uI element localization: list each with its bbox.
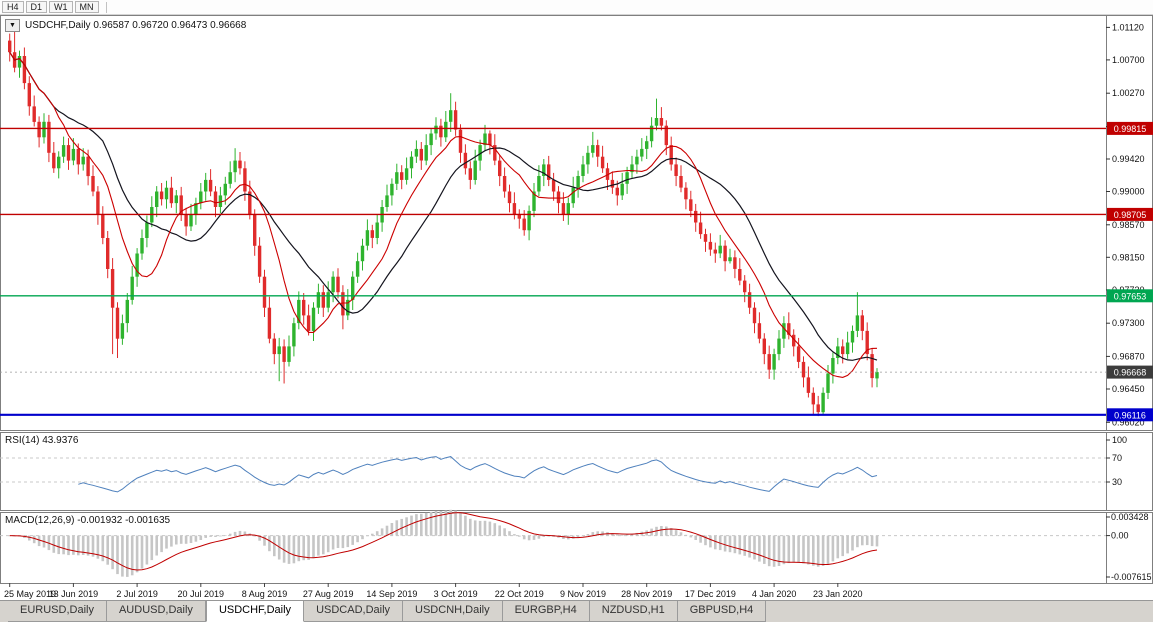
tab-nzdusd-h1[interactable]: NZDUSD,H1 — [589, 601, 678, 622]
price-chart-canvas[interactable]: 1.011201.007001.002700.998400.994200.990… — [0, 15, 1153, 600]
svg-text:0.97653: 0.97653 — [1114, 291, 1147, 301]
date-axis-label: 23 Jan 2020 — [813, 589, 863, 599]
price-axis-label: 0.98570 — [1112, 220, 1145, 230]
timeframe-d1-button[interactable]: D1 — [25, 1, 48, 13]
tab-usdchf-daily[interactable]: USDCHF,Daily — [205, 601, 305, 622]
tab-usdcnh-daily[interactable]: USDCNH,Daily — [403, 601, 503, 622]
date-axis-label: 17 Dec 2019 — [685, 589, 736, 599]
macd-axis-label: -0.007615 — [1111, 572, 1152, 582]
date-axis-label: 3 Oct 2019 — [434, 589, 478, 599]
date-axis-label: 2 Jul 2019 — [116, 589, 158, 599]
date-axis-label: 22 Oct 2019 — [495, 589, 544, 599]
date-axis-label: 28 Nov 2019 — [621, 589, 672, 599]
ma-slow-line — [9, 51, 878, 361]
tab-usdcad-daily[interactable]: USDCAD,Daily — [304, 601, 404, 622]
price-axis-label: 0.96450 — [1112, 384, 1145, 394]
date-axis-label: 25 May 2019 — [4, 589, 56, 599]
rsi-axis-label: 30 — [1112, 477, 1122, 487]
timeframe-w1-button[interactable]: W1 — [49, 1, 73, 13]
price-axis-label: 0.96020 — [1112, 417, 1145, 427]
date-axis-label: 27 Aug 2019 — [303, 589, 354, 599]
price-axis-label: 0.99420 — [1112, 154, 1145, 164]
svg-text:0.96116: 0.96116 — [1114, 410, 1146, 420]
price-axis-label: 0.98150 — [1112, 252, 1145, 262]
date-axis-label: 13 Jun 2019 — [49, 589, 99, 599]
toolbar-separator — [105, 1, 107, 13]
svg-text:0.99815: 0.99815 — [1114, 124, 1147, 134]
date-axis-label: 8 Aug 2019 — [242, 589, 288, 599]
ma-fast-line — [9, 51, 878, 378]
price-axis-label: 0.99000 — [1112, 187, 1145, 197]
rsi-line — [78, 456, 878, 493]
date-axis-label: 4 Jan 2020 — [752, 589, 797, 599]
price-badge: 0.98705 — [1107, 207, 1153, 221]
panel-frame — [0, 432, 1153, 511]
price-axis-label: 1.00700 — [1112, 55, 1145, 65]
rsi-axis-label: 70 — [1112, 453, 1122, 463]
price-axis-label: 0.96870 — [1112, 351, 1145, 361]
price-badge: 0.97653 — [1107, 289, 1153, 303]
tab-eurgbp-h4[interactable]: EURGBP,H4 — [502, 601, 590, 622]
chart-title-text: USDCHF,Daily 0.96587 0.96720 0.96473 0.9… — [25, 20, 247, 31]
macd-signal-line — [9, 512, 878, 571]
rsi-axis-label: 100 — [1112, 435, 1127, 445]
price-badge: 0.96116 — [1107, 408, 1153, 422]
date-axis-label: 14 Sep 2019 — [366, 589, 417, 599]
macd-histogram — [8, 509, 879, 577]
price-badge: 0.96668 — [1107, 365, 1153, 379]
date-axis-label: 20 Jul 2019 — [178, 589, 225, 599]
chart-area[interactable]: 1.011201.007001.002700.998400.994200.990… — [0, 15, 1153, 600]
tab-gbpusd-h4[interactable]: GBPUSD,H4 — [677, 601, 767, 622]
chart-title: ▼ USDCHF,Daily 0.96587 0.96720 0.96473 0… — [5, 19, 246, 32]
tab-eurusd-daily[interactable]: EURUSD,Daily — [8, 601, 107, 622]
candles-layer — [8, 28, 879, 417]
tab-audusd-daily[interactable]: AUDUSD,Daily — [106, 601, 206, 622]
timeframe-mn-button[interactable]: MN — [74, 1, 99, 13]
chart-dropdown-icon[interactable]: ▼ — [5, 19, 20, 32]
panel-frame — [0, 512, 1153, 584]
chart-tabs-bar: EURUSD,Daily AUDUSD,Daily USDCHF,Daily U… — [0, 600, 1153, 622]
price-badge: 0.99815 — [1107, 121, 1153, 135]
macd-axis-label: 0.00 — [1111, 531, 1129, 541]
svg-text:0.98705: 0.98705 — [1114, 210, 1147, 220]
svg-text:0.96668: 0.96668 — [1114, 368, 1147, 378]
date-axis-label: 9 Nov 2019 — [560, 589, 606, 599]
macd-axis-label: 0.003428 — [1111, 512, 1149, 522]
timeframe-toolbar: H4 D1 W1 MN — [0, 0, 1153, 15]
price-axis-label: 1.00270 — [1112, 88, 1145, 98]
price-axis-label: 0.97300 — [1112, 318, 1145, 328]
timeframe-h4-button[interactable]: H4 — [2, 1, 24, 13]
price-axis-label: 1.01120 — [1112, 22, 1144, 32]
